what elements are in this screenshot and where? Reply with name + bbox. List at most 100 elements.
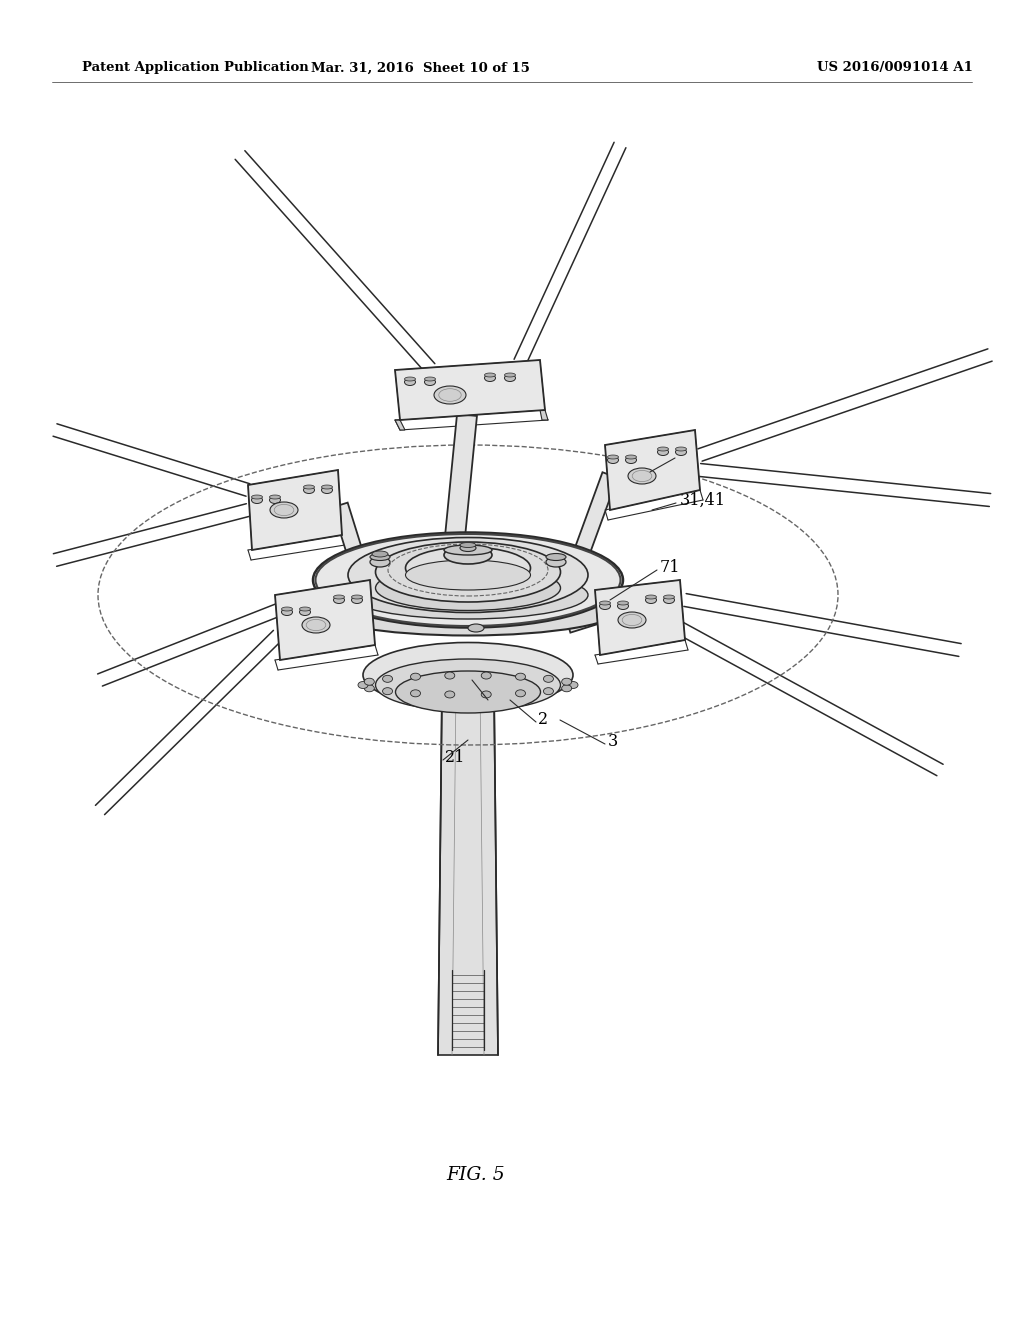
Ellipse shape (313, 532, 623, 627)
Polygon shape (362, 614, 376, 627)
Ellipse shape (313, 581, 623, 635)
Polygon shape (395, 360, 545, 420)
Text: FIG. 5: FIG. 5 (446, 1166, 505, 1184)
Ellipse shape (425, 379, 435, 385)
Ellipse shape (404, 378, 416, 381)
Ellipse shape (303, 484, 314, 488)
Polygon shape (438, 688, 498, 1055)
Ellipse shape (434, 385, 466, 404)
Ellipse shape (626, 457, 637, 463)
Ellipse shape (370, 553, 390, 561)
Ellipse shape (334, 597, 344, 603)
Ellipse shape (617, 601, 629, 605)
Ellipse shape (544, 676, 553, 682)
Ellipse shape (299, 607, 310, 611)
Ellipse shape (481, 690, 492, 698)
Ellipse shape (348, 537, 588, 612)
Polygon shape (248, 470, 342, 550)
Polygon shape (395, 420, 406, 430)
Ellipse shape (599, 601, 610, 605)
Ellipse shape (351, 595, 362, 599)
Text: 21: 21 (445, 750, 465, 767)
Ellipse shape (406, 546, 530, 589)
Ellipse shape (544, 688, 553, 694)
Ellipse shape (607, 457, 618, 463)
Polygon shape (565, 607, 602, 632)
Ellipse shape (376, 659, 560, 711)
Ellipse shape (607, 455, 618, 459)
Ellipse shape (302, 616, 330, 634)
Ellipse shape (269, 495, 281, 499)
Ellipse shape (444, 672, 455, 678)
Text: 3: 3 (608, 734, 618, 751)
Polygon shape (438, 414, 477, 609)
Ellipse shape (628, 469, 656, 484)
Ellipse shape (515, 673, 525, 680)
Ellipse shape (645, 595, 656, 599)
Ellipse shape (269, 496, 281, 503)
Ellipse shape (515, 690, 525, 697)
Ellipse shape (664, 595, 675, 599)
Ellipse shape (546, 553, 566, 561)
Ellipse shape (299, 609, 310, 615)
Text: Mar. 31, 2016  Sheet 10 of 15: Mar. 31, 2016 Sheet 10 of 15 (310, 62, 529, 74)
Ellipse shape (444, 545, 492, 554)
Ellipse shape (348, 572, 588, 619)
Ellipse shape (444, 690, 455, 698)
Ellipse shape (505, 375, 515, 381)
Ellipse shape (334, 595, 344, 599)
Ellipse shape (460, 544, 476, 552)
Ellipse shape (404, 379, 416, 385)
Ellipse shape (372, 550, 388, 557)
Ellipse shape (358, 681, 368, 689)
Text: 31,41: 31,41 (680, 491, 726, 508)
Ellipse shape (322, 487, 333, 494)
Ellipse shape (657, 447, 669, 451)
Ellipse shape (376, 543, 560, 602)
Text: 71: 71 (660, 560, 681, 577)
Ellipse shape (425, 378, 435, 381)
Ellipse shape (505, 374, 515, 378)
Ellipse shape (406, 560, 530, 590)
Ellipse shape (383, 676, 392, 682)
Ellipse shape (411, 673, 421, 680)
Ellipse shape (252, 495, 262, 499)
Ellipse shape (444, 546, 492, 564)
Ellipse shape (351, 597, 362, 603)
Ellipse shape (568, 681, 578, 689)
Ellipse shape (626, 455, 637, 459)
Ellipse shape (411, 690, 421, 697)
Ellipse shape (370, 557, 390, 568)
Ellipse shape (468, 624, 484, 632)
Text: 2: 2 (538, 711, 548, 729)
Ellipse shape (383, 688, 392, 694)
Ellipse shape (664, 597, 675, 603)
Ellipse shape (618, 612, 646, 628)
Polygon shape (595, 579, 685, 655)
Ellipse shape (365, 678, 375, 685)
Ellipse shape (362, 643, 573, 708)
Ellipse shape (376, 565, 560, 610)
Ellipse shape (484, 375, 496, 381)
Ellipse shape (599, 602, 610, 610)
Ellipse shape (484, 374, 496, 378)
Text: 22: 22 (490, 689, 510, 706)
Ellipse shape (252, 496, 262, 503)
Ellipse shape (270, 502, 298, 517)
Ellipse shape (365, 685, 375, 692)
Ellipse shape (282, 609, 293, 615)
Polygon shape (560, 473, 617, 593)
Text: 1: 1 (680, 446, 690, 463)
Ellipse shape (303, 487, 314, 494)
Ellipse shape (282, 607, 293, 611)
Polygon shape (605, 430, 700, 510)
Text: Patent Application Publication: Patent Application Publication (82, 62, 309, 74)
Ellipse shape (460, 543, 476, 548)
Ellipse shape (562, 685, 571, 692)
Polygon shape (540, 411, 548, 420)
Ellipse shape (546, 557, 566, 568)
Ellipse shape (676, 447, 686, 451)
Ellipse shape (322, 484, 333, 488)
Polygon shape (333, 503, 376, 598)
Ellipse shape (657, 449, 669, 455)
